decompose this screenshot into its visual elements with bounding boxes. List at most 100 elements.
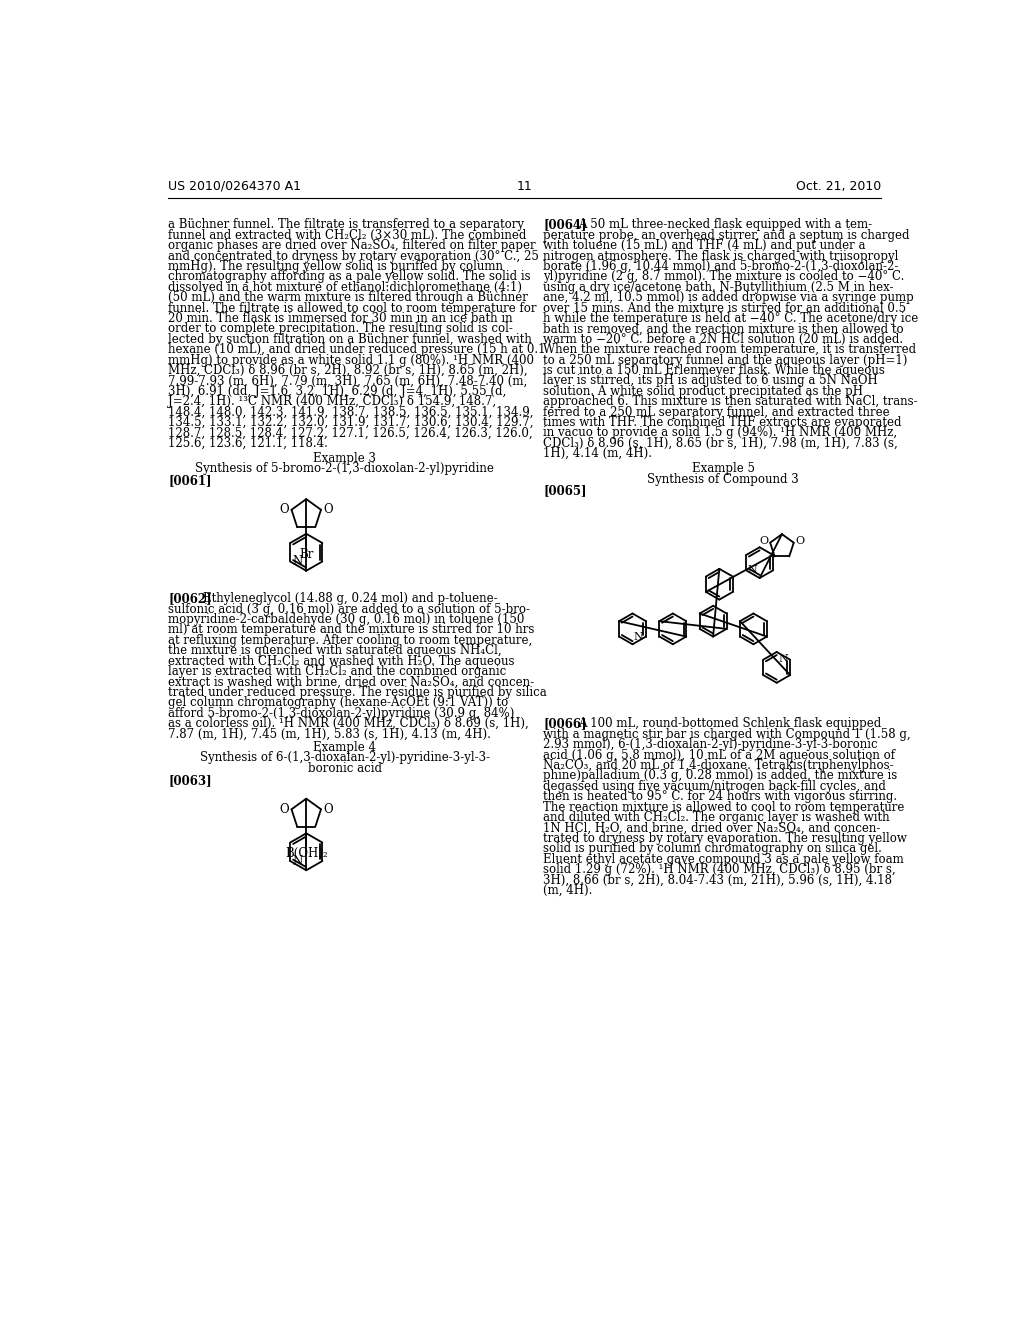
Text: yl)pyridine (2 g, 8.7 mmol). The mixture is cooled to −40° C.: yl)pyridine (2 g, 8.7 mmol). The mixture… [544, 271, 905, 284]
Text: Synthesis of Compound 3: Synthesis of Compound 3 [647, 473, 799, 486]
Text: Ethyleneglycol (14.88 g, 0.24 mol) and p-toluene-: Ethyleneglycol (14.88 g, 0.24 mol) and p… [203, 593, 498, 606]
Text: 125.6, 123.6, 121.1, 118.4.: 125.6, 123.6, 121.1, 118.4. [168, 437, 328, 450]
Text: with a magnetic stir bar is charged with Compound 1 (1.58 g,: with a magnetic stir bar is charged with… [544, 727, 911, 741]
Text: hexane (10 mL), and dried under reduced pressure (15 h at 0.1: hexane (10 mL), and dried under reduced … [168, 343, 546, 356]
Text: boronic acid: boronic acid [307, 762, 382, 775]
Text: is cut into a 150 mL Erlenmeyer flask. While the aqueous: is cut into a 150 mL Erlenmeyer flask. W… [544, 364, 886, 378]
Text: funnel. The filtrate is allowed to cool to room temperature for: funnel. The filtrate is allowed to cool … [168, 302, 537, 314]
Text: [0065]: [0065] [544, 484, 587, 498]
Text: the mixture is quenched with saturated aqueous NH₄Cl,: the mixture is quenched with saturated a… [168, 644, 502, 657]
Text: O: O [280, 503, 289, 516]
Text: Example 4: Example 4 [313, 741, 376, 754]
Text: CDCl₃) δ 8.96 (s, 1H), 8.65 (br s, 1H), 7.98 (m, 1H), 7.83 (s,: CDCl₃) δ 8.96 (s, 1H), 8.65 (br s, 1H), … [544, 437, 898, 450]
Text: Example 5: Example 5 [691, 462, 755, 475]
Text: as a colorless oil). ¹H NMR (400 MHz, CDCl₃) δ 8.69 (s, 1H),: as a colorless oil). ¹H NMR (400 MHz, CD… [168, 717, 529, 730]
Text: nitrogen atmosphere. The flask is charged with triisopropyl: nitrogen atmosphere. The flask is charge… [544, 249, 899, 263]
Text: h while the temperature is held at −40° C. The acetone/dry ice: h while the temperature is held at −40° … [544, 312, 919, 325]
Text: afford 5-bromo-2-(1,3-dioxolan-2-yl)pyridine (30.9 g, 84%): afford 5-bromo-2-(1,3-dioxolan-2-yl)pyri… [168, 706, 515, 719]
Text: The reaction mixture is allowed to cool to room temperature: The reaction mixture is allowed to cool … [544, 800, 905, 813]
Text: with toluene (15 mL) and THF (4 mL) and put under a: with toluene (15 mL) and THF (4 mL) and … [544, 239, 866, 252]
Text: 128.7, 128.5, 128.4, 127.2, 127.1, 126.5, 126.4, 126.3, 126.0,: 128.7, 128.5, 128.4, 127.2, 127.1, 126.5… [168, 426, 532, 440]
Text: solid 1.29 g (72%). ¹H NMR (400 MHz, CDCl₃) δ 8.95 (br s,: solid 1.29 g (72%). ¹H NMR (400 MHz, CDC… [544, 863, 896, 876]
Text: then is heated to 95° C. for 24 hours with vigorous stirring.: then is heated to 95° C. for 24 hours wi… [544, 791, 897, 803]
Text: bath is removed, and the reaction mixture is then allowed to: bath is removed, and the reaction mixtur… [544, 322, 904, 335]
Text: perature probe, an overhead stirrer, and a septum is charged: perature probe, an overhead stirrer, and… [544, 228, 910, 242]
Text: over 15 mins. And the mixture is stirred for an additional 0.5: over 15 mins. And the mixture is stirred… [544, 302, 906, 314]
Text: [0061]: [0061] [168, 474, 212, 487]
Text: phine)palladium (0.3 g, 0.28 mmol) is added, the mixture is: phine)palladium (0.3 g, 0.28 mmol) is ad… [544, 770, 898, 783]
Text: O: O [324, 503, 333, 516]
Text: solid is purified by column chromatography on silica gel.: solid is purified by column chromatograp… [544, 842, 883, 855]
Text: trated to dryness by rotary evaporation. The resulting yellow: trated to dryness by rotary evaporation.… [544, 832, 907, 845]
Text: to a 250 mL separatory funnel and the aqueous layer (pH=1): to a 250 mL separatory funnel and the aq… [544, 354, 907, 367]
Text: Eluent ethyl acetate gave compound 3 as a pale yellow foam: Eluent ethyl acetate gave compound 3 as … [544, 853, 904, 866]
Text: lected by suction filtration on a Büchner funnel, washed with: lected by suction filtration on a Büchne… [168, 333, 532, 346]
Text: Br: Br [299, 548, 313, 561]
Text: extract is washed with brine, dried over Na₂SO₄, and concen-: extract is washed with brine, dried over… [168, 676, 535, 689]
Text: 148.4, 148.0, 142.3, 141.9, 138.7, 138.5, 136.5, 135.1, 134.9,: 148.4, 148.0, 142.3, 141.9, 138.7, 138.5… [168, 405, 534, 418]
Text: funnel and extracted with CH₂Cl₂ (3×30 mL). The combined: funnel and extracted with CH₂Cl₂ (3×30 m… [168, 228, 526, 242]
Text: chromatography affording as a pale yellow solid. The solid is: chromatography affording as a pale yello… [168, 271, 530, 284]
Text: O: O [324, 803, 333, 816]
Text: 1H), 4.14 (m, 4H).: 1H), 4.14 (m, 4H). [544, 447, 652, 461]
Text: O: O [760, 536, 769, 546]
Text: and concentrated to dryness by rotary evaporation (30° C., 25: and concentrated to dryness by rotary ev… [168, 249, 540, 263]
Text: MHz, CDCl₃) δ 8.96 (br s, 2H), 8.92 (br s, 1H), 8.65 (m, 2H),: MHz, CDCl₃) δ 8.96 (br s, 2H), 8.92 (br … [168, 364, 528, 378]
Text: 3H), 8.66 (br s, 2H), 8.04-7.43 (m, 21H), 5.96 (s, 1H), 4.18: 3H), 8.66 (br s, 2H), 8.04-7.43 (m, 21H)… [544, 874, 892, 886]
Text: and diluted with CH₂Cl₂. The organic layer is washed with: and diluted with CH₂Cl₂. The organic lay… [544, 810, 890, 824]
Text: A 100 mL, round-bottomed Schlenk flask equipped: A 100 mL, round-bottomed Schlenk flask e… [579, 718, 882, 730]
Text: a Büchner funnel. The filtrate is transferred to a separatory: a Büchner funnel. The filtrate is transf… [168, 218, 524, 231]
Text: mmHg). The resulting yellow solid is purified by column: mmHg). The resulting yellow solid is pur… [168, 260, 504, 273]
Text: Synthesis of 6-(1,3-dioxalan-2-yl)-pyridine-3-yl-3-: Synthesis of 6-(1,3-dioxalan-2-yl)-pyrid… [200, 751, 489, 764]
Text: O: O [280, 803, 289, 816]
Text: [0066]: [0066] [544, 718, 587, 730]
Text: ml) at room temperature and the mixture is stirred for 10 hrs: ml) at room temperature and the mixture … [168, 623, 535, 636]
Text: [0062]: [0062] [168, 593, 212, 606]
Text: (m, 4H).: (m, 4H). [544, 884, 593, 896]
Text: layer is stirred, its pH is adjusted to 6 using a 5N NaOH: layer is stirred, its pH is adjusted to … [544, 375, 879, 387]
Text: Na₂CO₃, and 20 mL of 1,4-dioxane. Tetrakis(triphenylphos-: Na₂CO₃, and 20 mL of 1,4-dioxane. Tetrak… [544, 759, 894, 772]
Text: mmHg) to provide as a white solid 1.1 g (80%). ¹H NMR (400: mmHg) to provide as a white solid 1.1 g … [168, 354, 535, 367]
Text: gel column chromatography (hexane-AcOEt (9:1 VAT)) to: gel column chromatography (hexane-AcOEt … [168, 696, 509, 709]
Text: US 2010/0264370 A1: US 2010/0264370 A1 [168, 180, 301, 193]
Text: N: N [778, 655, 788, 664]
Text: ferred to a 250 mL separatory funnel, and extracted three: ferred to a 250 mL separatory funnel, an… [544, 405, 890, 418]
Text: 3H), 6.91 (dd, J=1.6, 3.2, 1H), 6.29 (d, J=4, 1H), 5.55 (d,: 3H), 6.91 (dd, J=1.6, 3.2, 1H), 6.29 (d,… [168, 385, 507, 397]
Text: N: N [634, 631, 644, 642]
Text: (50 mL) and the warm mixture is filtered through a Büchner: (50 mL) and the warm mixture is filtered… [168, 292, 528, 304]
Text: Synthesis of 5-bromo-2-(1,3-dioxolan-2-yl)pyridine: Synthesis of 5-bromo-2-(1,3-dioxolan-2-y… [196, 462, 494, 475]
Text: acid (1.06 g, 5.8 mmol), 10 mL of a 2M aqueous solution of: acid (1.06 g, 5.8 mmol), 10 mL of a 2M a… [544, 748, 895, 762]
Text: [0064]: [0064] [544, 218, 587, 231]
Text: N: N [293, 854, 303, 867]
Text: trated under reduced pressure. The residue is purified by silica: trated under reduced pressure. The resid… [168, 686, 547, 698]
Text: J=2.4, 1H). ¹³C NMR (400 MHz, CDCl₃) δ 154.9, 148.7,: J=2.4, 1H). ¹³C NMR (400 MHz, CDCl₃) δ 1… [168, 395, 497, 408]
Text: mopyridine-2-carbaldehyde (30 g, 0.16 mol) in toluene (150: mopyridine-2-carbaldehyde (30 g, 0.16 mo… [168, 612, 524, 626]
Text: O: O [796, 536, 805, 546]
Text: borate (1.96 g, 10.44 mmol) and 5-bromo-2-(1,3-dioxolan-2-: borate (1.96 g, 10.44 mmol) and 5-bromo-… [544, 260, 899, 273]
Text: When the mixture reached room temperature, it is transferred: When the mixture reached room temperatur… [544, 343, 916, 356]
Text: times with THF. The combined THF extracts are evaporated: times with THF. The combined THF extract… [544, 416, 902, 429]
Text: 1N HCl, H₂O, and brine, dried over Na₂SO₄, and concen-: 1N HCl, H₂O, and brine, dried over Na₂SO… [544, 821, 881, 834]
Text: B(OH)₂: B(OH)₂ [285, 847, 328, 861]
Text: dissolved in a hot mixture of ethanol:dichloromethane (4:1): dissolved in a hot mixture of ethanol:di… [168, 281, 522, 294]
Text: degassed using five vacuum/nitrogen back-fill cycles, and: degassed using five vacuum/nitrogen back… [544, 780, 887, 793]
Text: in vacuo to provide a solid 1.5 g (94%). ¹H NMR (400 MHz,: in vacuo to provide a solid 1.5 g (94%).… [544, 426, 897, 440]
Text: 7.99-7.93 (m, 6H), 7.79 (m, 3H), 7.65 (m, 6H), 7.48-7.40 (m,: 7.99-7.93 (m, 6H), 7.79 (m, 3H), 7.65 (m… [168, 375, 527, 387]
Text: organic phases are dried over Na₂SO₄, filtered on filter paper: organic phases are dried over Na₂SO₄, fi… [168, 239, 536, 252]
Text: N: N [748, 565, 758, 576]
Text: extracted with CH₂Cl₂ and washed with H₂O. The aqueous: extracted with CH₂Cl₂ and washed with H₂… [168, 655, 515, 668]
Text: using a dry ice/acetone bath. N-Butyllithium (2.5 M in hex-: using a dry ice/acetone bath. N-Butyllit… [544, 281, 894, 294]
Text: layer is extracted with CH₂Cl₂ and the combined organic: layer is extracted with CH₂Cl₂ and the c… [168, 665, 507, 678]
Text: solution. A white solid product precipitated as the pH: solution. A white solid product precipit… [544, 385, 863, 397]
Text: A 50 mL three-necked flask equipped with a tem-: A 50 mL three-necked flask equipped with… [579, 218, 872, 231]
Text: Oct. 21, 2010: Oct. 21, 2010 [796, 180, 882, 193]
Text: 134.5, 133.1, 132.2, 132.0, 131.9, 131.7, 130.6, 130.4, 129.7,: 134.5, 133.1, 132.2, 132.0, 131.9, 131.7… [168, 416, 534, 429]
Text: at refluxing temperature. After cooling to room temperature,: at refluxing temperature. After cooling … [168, 634, 532, 647]
Text: warm to −20° C. before a 2N HCl solution (20 mL) is added.: warm to −20° C. before a 2N HCl solution… [544, 333, 903, 346]
Text: sulfonic acid (3 g, 0.16 mol) are added to a solution of 5-bro-: sulfonic acid (3 g, 0.16 mol) are added … [168, 603, 530, 615]
Text: [0063]: [0063] [168, 774, 212, 787]
Text: Example 3: Example 3 [313, 451, 376, 465]
Text: order to complete precipitation. The resulting solid is col-: order to complete precipitation. The res… [168, 322, 513, 335]
Text: 7.87 (m, 1H), 7.45 (m, 1H), 5.83 (s, 1H), 4.13 (m, 4H).: 7.87 (m, 1H), 7.45 (m, 1H), 5.83 (s, 1H)… [168, 727, 492, 741]
Text: N: N [293, 554, 303, 568]
